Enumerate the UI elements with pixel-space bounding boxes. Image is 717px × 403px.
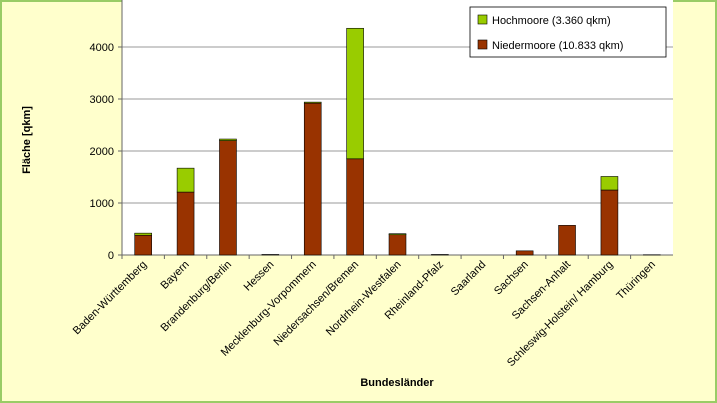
bar xyxy=(303,102,322,256)
legend-swatch xyxy=(477,39,488,50)
bar xyxy=(303,101,322,104)
y-axis-title: Fläche [qkm] xyxy=(21,106,33,174)
bar xyxy=(388,234,407,256)
bar xyxy=(515,250,534,256)
bar xyxy=(600,189,619,256)
bar xyxy=(346,27,364,160)
legend-label: Niedermoore (10.833 qkm) xyxy=(492,40,623,52)
y-tick-label: 3000 xyxy=(90,94,114,106)
y-tick-label: 4000 xyxy=(90,42,114,54)
y-tick-label: 1000 xyxy=(90,198,114,210)
bar xyxy=(558,225,576,256)
bar xyxy=(134,234,152,256)
bar xyxy=(176,167,195,193)
bar xyxy=(388,233,407,236)
bar xyxy=(134,232,152,236)
bar xyxy=(219,140,237,256)
x-axis-title: Bundesländer xyxy=(360,377,434,389)
legend-label: Hochmoore (3.360 qkm) xyxy=(492,15,611,27)
bar xyxy=(176,191,195,256)
bar xyxy=(431,254,449,256)
y-tick-label: 0 xyxy=(108,250,114,262)
bar xyxy=(261,254,280,256)
legend-swatch xyxy=(477,14,488,25)
y-tick-label: 2000 xyxy=(90,146,114,158)
bar xyxy=(600,176,619,191)
bar xyxy=(219,138,237,141)
bar xyxy=(346,158,364,256)
legend-box xyxy=(469,6,667,58)
